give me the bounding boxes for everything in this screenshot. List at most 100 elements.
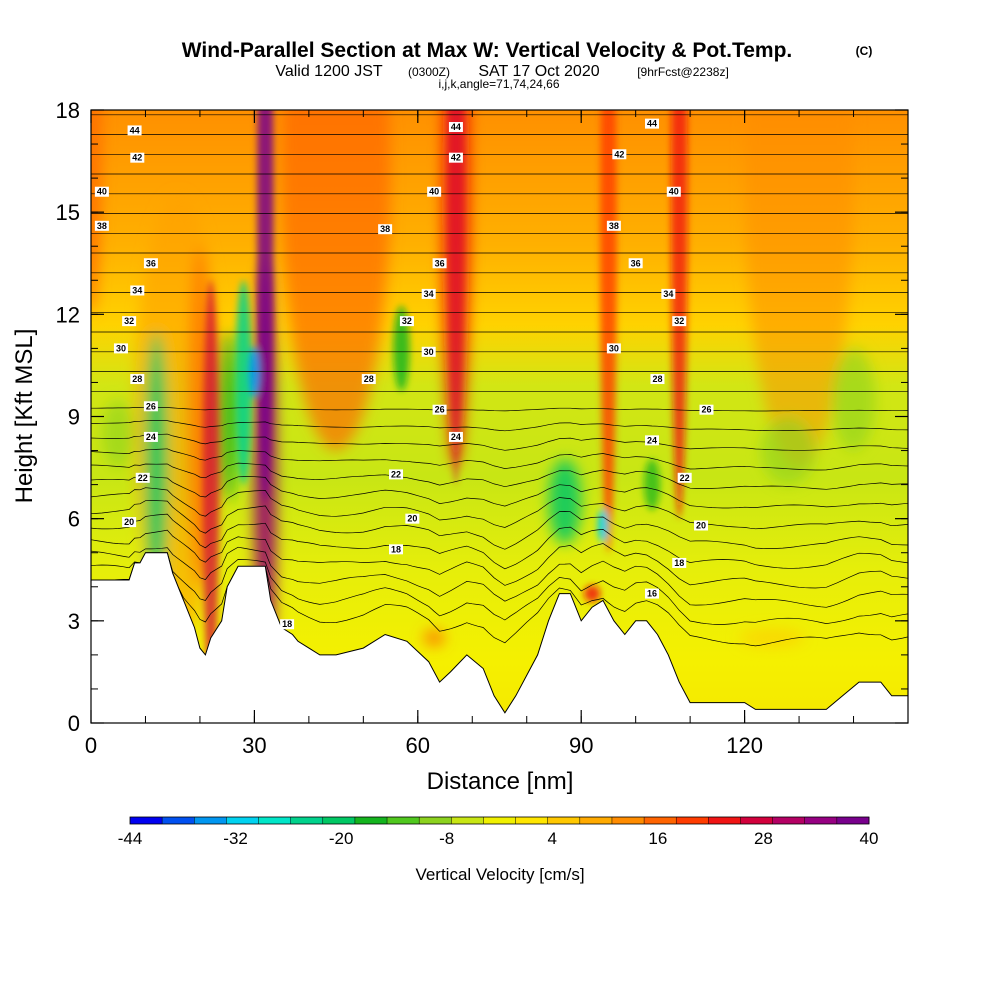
subtitle-forecast: [9hrFcst@2238z] xyxy=(637,65,729,79)
contour-label-box xyxy=(699,404,714,415)
y-tick-label: 6 xyxy=(68,507,80,532)
contour-label-text: 22 xyxy=(680,473,690,483)
contour-label-box xyxy=(677,472,692,483)
contour-label-box xyxy=(399,316,414,327)
contour-label-box xyxy=(650,374,665,385)
colorbar-swatch xyxy=(387,817,420,824)
contour-label: 40 xyxy=(666,186,681,197)
contour-label-box xyxy=(448,122,463,133)
contour-label-text: 42 xyxy=(451,153,461,163)
contour-label-text: 34 xyxy=(132,285,142,295)
contour-label-box xyxy=(432,404,447,415)
colorbar-tick-label: -44 xyxy=(118,829,143,848)
contour-label: 40 xyxy=(427,186,442,197)
contour-label: 34 xyxy=(130,285,145,296)
velocity-plume xyxy=(548,459,582,545)
contour-label: 36 xyxy=(628,258,643,269)
contour-label-text: 18 xyxy=(674,558,684,568)
contour-label-box xyxy=(606,220,621,231)
contour-label-text: 36 xyxy=(146,258,156,268)
velocity-plume xyxy=(393,305,410,391)
colorbar: -44 -32 -20 -8 4 16 28 40 xyxy=(118,816,878,848)
contour-label-text: 36 xyxy=(435,258,445,268)
contour-label-text: 40 xyxy=(429,187,439,197)
colorbar-tick-label: 28 xyxy=(754,829,773,848)
contour-label-text: 40 xyxy=(97,187,107,197)
contour-label: 26 xyxy=(143,401,158,412)
contour-label-box xyxy=(432,258,447,269)
x-tick-label: 90 xyxy=(569,733,593,758)
velocity-plume xyxy=(257,110,274,502)
colorbar-swatch xyxy=(258,817,292,824)
colorbar-swatch xyxy=(708,817,741,824)
contour-label-text: 32 xyxy=(402,316,412,326)
contour-label-text: 20 xyxy=(696,520,706,530)
colorbar-swatch xyxy=(547,817,581,824)
contour-label-text: 44 xyxy=(451,122,461,132)
contour-label-text: 38 xyxy=(97,221,107,231)
contour-label: 24 xyxy=(645,435,660,446)
contour-label: 20 xyxy=(122,517,137,528)
theta-contour xyxy=(91,433,908,451)
subtitle-date: SAT 17 Oct 2020 xyxy=(478,63,599,80)
theta-contour xyxy=(91,406,908,412)
theta-contour xyxy=(91,487,908,530)
x-axis: 0 30 60 90 120 xyxy=(85,110,855,758)
contour-label: 42 xyxy=(448,152,463,163)
y-tick-label: 15 xyxy=(56,200,80,225)
velocity-plume xyxy=(597,508,609,543)
colorbar-swatch xyxy=(804,817,838,824)
contour-label-box xyxy=(421,346,436,357)
colorbar-tick-label: -20 xyxy=(329,829,354,848)
colorbar-swatch xyxy=(451,817,484,824)
x-tick-label: 0 xyxy=(85,733,97,758)
contour-label: 38 xyxy=(94,220,109,231)
contour-label-text: 42 xyxy=(132,153,142,163)
contour-label-text: 22 xyxy=(138,473,148,483)
colorbar-swatch xyxy=(130,817,163,824)
velocity-plume xyxy=(202,280,219,689)
colorbar-swatch xyxy=(611,817,645,824)
contour-label-text: 32 xyxy=(674,316,684,326)
velocity-plume xyxy=(101,399,135,468)
contour-label: 30 xyxy=(606,343,621,354)
x-tick-label: 60 xyxy=(406,733,430,758)
contour-label-text: 22 xyxy=(391,469,401,479)
x-axis-label: Distance [nm] xyxy=(427,768,574,795)
contour-label-text: 34 xyxy=(663,289,673,299)
contour-label-text: 26 xyxy=(435,405,445,415)
theta-contour xyxy=(91,552,908,625)
velocity-plume xyxy=(643,459,661,511)
contour-label-text: 28 xyxy=(132,374,142,384)
contour-label-box xyxy=(94,220,109,231)
theta-contour xyxy=(91,546,908,608)
colorbar-swatch xyxy=(419,817,452,824)
theta-contour xyxy=(91,448,908,471)
contour-label-text: 24 xyxy=(451,432,461,442)
contour-label: 22 xyxy=(135,472,150,483)
x-tick-label: 120 xyxy=(726,733,763,758)
colorbar-frame xyxy=(129,816,870,825)
contour-label: 32 xyxy=(399,316,414,327)
contour-label: 36 xyxy=(143,258,158,269)
theta-contour xyxy=(91,529,908,589)
theta-contour xyxy=(91,513,908,570)
velocity-plume xyxy=(600,110,617,553)
contour-label: 38 xyxy=(378,224,393,235)
contour-label: 16 xyxy=(645,588,660,599)
contour-label-text: 26 xyxy=(701,405,711,415)
colorbar-swatch xyxy=(354,817,388,824)
theta-contour xyxy=(91,500,908,550)
contour-label: 22 xyxy=(389,469,404,480)
colorbar-swatch xyxy=(194,817,227,824)
colorbar-tick-label: -32 xyxy=(223,829,248,848)
contour-label-text: 18 xyxy=(282,619,292,629)
colorbar-title: Vertical Velocity [cm/s] xyxy=(415,865,584,884)
contour-label-text: 44 xyxy=(647,119,657,129)
contour-label-box xyxy=(130,285,145,296)
contour-label-box xyxy=(361,374,376,385)
contour-label-text: 38 xyxy=(609,221,619,231)
contour-label-text: 30 xyxy=(424,347,434,357)
contour-label-box xyxy=(427,186,442,197)
